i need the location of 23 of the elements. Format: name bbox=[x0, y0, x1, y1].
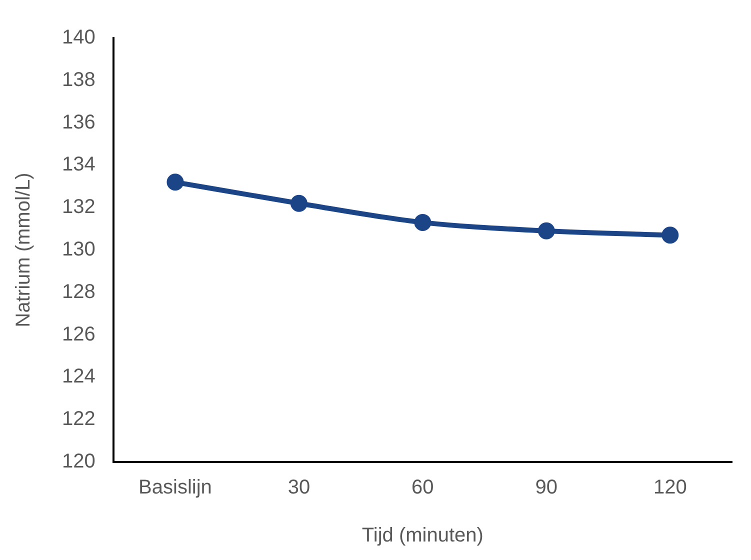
y-tick-label: 140 bbox=[62, 26, 96, 49]
x-axis-title: Tijd (minuten) bbox=[362, 524, 484, 547]
y-tick-label: 122 bbox=[62, 408, 96, 430]
point bbox=[166, 174, 184, 191]
x-tick-label: 120 bbox=[653, 476, 687, 499]
y-tick-label: 124 bbox=[62, 366, 96, 388]
y-tick-label: 136 bbox=[62, 111, 96, 134]
point bbox=[290, 194, 308, 212]
y-tick-label: 130 bbox=[62, 238, 96, 261]
y-tick-label: 126 bbox=[62, 323, 96, 346]
x-tick-label: 60 bbox=[412, 476, 434, 499]
point bbox=[414, 214, 432, 231]
y-tick-label: 134 bbox=[62, 154, 96, 176]
point bbox=[538, 222, 555, 240]
y-tick-label: 120 bbox=[62, 450, 96, 473]
x-tick-label: 30 bbox=[288, 476, 310, 499]
point bbox=[662, 226, 679, 244]
y-axis-title: Natrium (mmol/L) bbox=[12, 172, 35, 328]
y-tick-label: 138 bbox=[62, 68, 96, 91]
y-tick-label: 132 bbox=[62, 196, 96, 218]
y-tick-label: 128 bbox=[62, 280, 96, 303]
x-tick-label: 90 bbox=[535, 476, 558, 499]
x-tick-label: Basislijn bbox=[138, 476, 212, 499]
